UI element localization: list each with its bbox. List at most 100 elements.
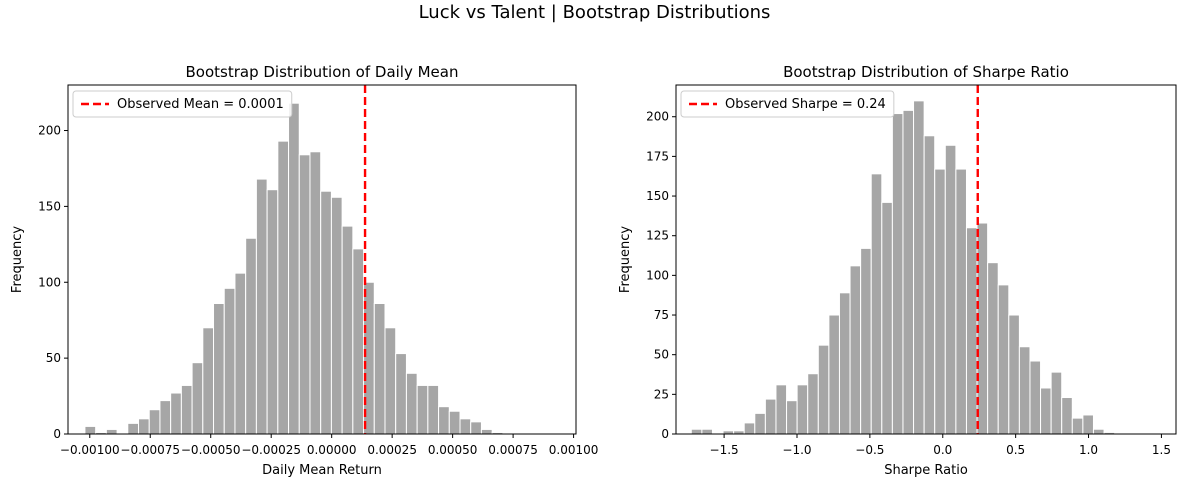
histogram-bar <box>923 135 936 435</box>
y-tick-label: 0 <box>661 427 669 441</box>
chart-panel-2: −1.5 −1.0 −0.5 0.0 0.5 1.0 1.5 0 25 50 75 100 125 150… <box>618 63 1177 478</box>
histogram-bar <box>764 398 777 435</box>
x-tick-label: 0.00025 <box>367 443 417 457</box>
histogram-bar <box>170 392 182 435</box>
histogram-bar <box>438 406 450 435</box>
histogram-bar <box>138 418 150 435</box>
histogram-bar <box>828 314 840 435</box>
histogram-bar <box>416 384 429 435</box>
x-tick-label: 1.5 <box>1152 443 1171 457</box>
histogram-bar <box>913 100 925 435</box>
x-tick-label: −0.5 <box>855 443 884 457</box>
histogram-bar <box>395 353 407 435</box>
x-axis-label: Sharpe Ratio <box>884 463 968 478</box>
histogram-bar <box>775 384 788 435</box>
histogram-bar <box>255 178 268 435</box>
legend: Observed Mean = 0.0001 <box>72 90 293 118</box>
histogram-bar <box>743 422 756 435</box>
histogram-bar <box>288 102 300 435</box>
y-tick-label: 150 <box>646 189 669 203</box>
y-tick-label: 50 <box>46 351 61 365</box>
histogram-bar <box>427 384 440 435</box>
histogram-bar <box>1092 428 1105 435</box>
axes-frame <box>67 84 577 435</box>
histogram-bar <box>965 227 978 435</box>
histogram-bar <box>202 327 215 435</box>
histogram-bar <box>234 272 247 435</box>
histogram-bar <box>870 173 883 435</box>
y-tick-label: 0 <box>53 427 61 441</box>
histogram-bar <box>881 201 893 435</box>
histogram-bars <box>690 100 1116 435</box>
histogram-bar <box>448 410 461 435</box>
legend: Observed Sharpe = 0.24 <box>680 90 895 118</box>
histogram-bar <box>902 109 915 435</box>
histogram-bar <box>891 113 904 435</box>
histogram-bar <box>1082 414 1094 435</box>
x-tick-label: 0.00075 <box>488 443 538 457</box>
y-tick-label: 200 <box>646 110 669 124</box>
y-tick-label: 125 <box>646 229 669 243</box>
histogram-bar <box>159 400 172 435</box>
histogram-bar <box>84 425 97 435</box>
histogram-bar <box>786 400 798 435</box>
histogram-bar <box>849 265 862 435</box>
histogram-bar <box>1050 371 1063 435</box>
chart-panel-1: −0.00100 −0.00075 −0.00050 −0.00025 0.00000 0… <box>10 63 598 478</box>
histogram-bar <box>955 168 967 435</box>
histogram-bar <box>1008 314 1020 435</box>
legend-box <box>680 90 895 118</box>
y-tick-label: 100 <box>646 268 669 282</box>
y-axis-label: Frequency <box>618 226 633 293</box>
legend-label: Observed Sharpe = 0.24 <box>725 97 886 112</box>
histogram-bar <box>105 428 118 435</box>
histogram-bar <box>934 168 946 435</box>
x-tick-label: 0.0 <box>933 443 952 457</box>
histogram-bar <box>127 422 140 435</box>
histogram-bar <box>309 151 322 435</box>
histogram-bar <box>987 262 999 435</box>
histogram-bar <box>191 362 204 435</box>
histogram-bar <box>298 154 311 435</box>
histogram-bar <box>1018 346 1031 435</box>
x-tick-label: 0.00000 <box>307 443 357 457</box>
histogram-bar <box>838 292 851 435</box>
histogram-bar <box>223 287 236 435</box>
histogram-bar <box>944 144 957 435</box>
histogram-bar <box>352 248 365 435</box>
x-tick-label: −1.5 <box>710 443 739 457</box>
histogram-bar <box>860 247 872 435</box>
y-tick-label: 175 <box>646 149 669 163</box>
axes-frame <box>675 84 1177 435</box>
legend-box <box>72 90 293 118</box>
histogram-bar <box>1071 417 1084 435</box>
x-axis-label: Daily Mean Return <box>262 463 382 478</box>
chart-title: Bootstrap Distribution of Daily Mean <box>186 63 459 81</box>
histogram-bar <box>266 189 279 435</box>
histogram-bar <box>148 409 161 435</box>
x-tick-label: 0.5 <box>1006 443 1025 457</box>
histogram-bar <box>701 428 713 435</box>
histogram-bars <box>84 102 504 435</box>
x-tick-label: −0.00025 <box>241 443 301 457</box>
x-tick-label: 1.0 <box>1079 443 1098 457</box>
y-tick-label: 75 <box>654 308 669 322</box>
histogram-bar <box>470 421 482 435</box>
legend-label: Observed Mean = 0.0001 <box>117 97 284 112</box>
histogram-bar <box>690 428 703 435</box>
histogram-bar <box>373 303 386 435</box>
y-tick-label: 150 <box>38 199 61 213</box>
x-tick-label: 0.00050 <box>428 443 478 457</box>
y-tick-label: 100 <box>38 275 61 289</box>
x-tick-label: 0.00100 <box>549 443 599 457</box>
histogram-bar <box>320 190 332 435</box>
histogram-bar <box>997 284 1010 435</box>
figure-title: Luck vs Talent | Bootstrap Distributions <box>418 2 771 23</box>
histogram-bar <box>405 372 418 435</box>
histogram-bar <box>817 344 830 435</box>
chart-title: Bootstrap Distribution of Sharpe Ratio <box>783 63 1069 81</box>
y-axis-label: Frequency <box>10 226 25 293</box>
histogram-bar <box>341 225 354 435</box>
x-tick-label: −1.0 <box>782 443 811 457</box>
